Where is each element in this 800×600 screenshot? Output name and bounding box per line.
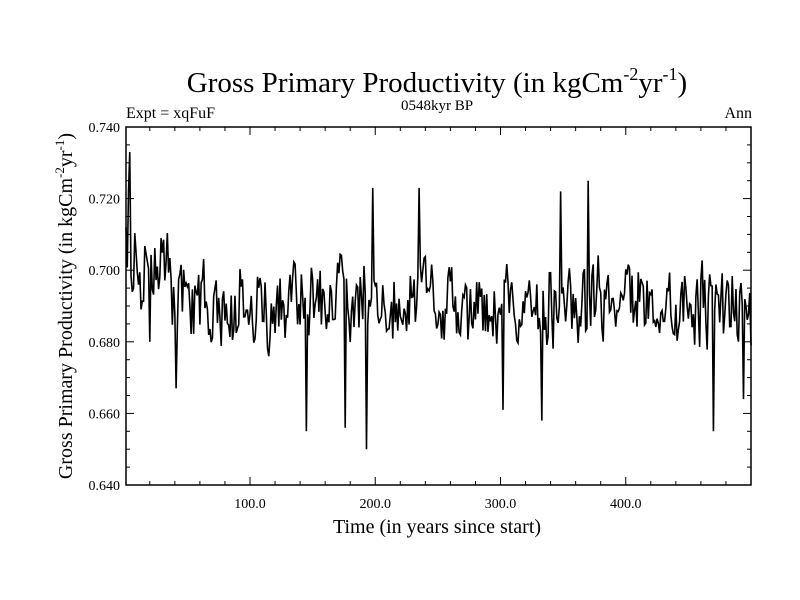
- x-tick-label: 200.0: [359, 497, 391, 512]
- x-axis-label: Time (in years since start): [333, 516, 541, 538]
- y-tick-label: 0.660: [89, 407, 121, 422]
- subtitle-left: Expt = xqFuF: [126, 105, 215, 122]
- x-tick-label: 400.0: [610, 497, 642, 512]
- y-tick-label: 0.740: [89, 121, 121, 136]
- tick-labels: 100.0 200.0 300.0 400.0 0.640 0.660 0.680 0.700…: [89, 121, 642, 512]
- y-tick-label: 0.680: [89, 336, 121, 351]
- y-tick-label: 0.700: [89, 264, 121, 279]
- series-line-gpp: [125, 152, 752, 450]
- y-axis-label: Gross Primary Productivity (in kgCm-2yr-…: [52, 133, 77, 479]
- plot-frame: [125, 126, 752, 486]
- x-tick-label: 300.0: [485, 497, 517, 512]
- y-tick-label: 0.640: [89, 479, 121, 494]
- subtitle-right: Ann: [724, 105, 752, 122]
- x-tick-label: 100.0: [234, 497, 266, 512]
- subtitle-center: 0548kyr BP: [401, 98, 473, 114]
- y-tick-label: 0.720: [89, 193, 121, 208]
- chart-title: Gross Primary Productivity (in kgCm-2yr-…: [187, 64, 687, 99]
